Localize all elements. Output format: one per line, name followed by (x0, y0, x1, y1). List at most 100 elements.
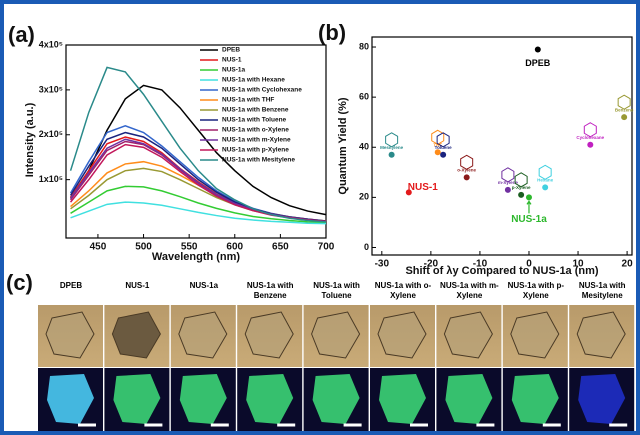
spectrum-line (70, 185, 327, 224)
legend-label: NUS-1a with Mesitylene (222, 157, 295, 164)
legend-label: NUS-1a with Benzene (222, 107, 289, 114)
point-label: Benzene (615, 107, 634, 112)
x-tick-label: 650 (272, 242, 289, 253)
arrow (526, 200, 532, 214)
y-tick-label: 80 (359, 41, 369, 51)
panel-label: (b) (318, 20, 346, 45)
photo-label: NUS-1a with o-Xylene (374, 281, 432, 300)
legend-label: DPEB (222, 47, 240, 54)
point-label: o-Xylene (457, 168, 476, 173)
point-label: p-Xylene (512, 185, 531, 190)
molecule-icon (436, 132, 450, 148)
molecule-icon (431, 129, 445, 145)
y-tick-label: 0 (364, 242, 369, 252)
x-tick-label: 0 (526, 259, 532, 270)
spectrum-line (69, 66, 327, 223)
y-tick-label: 3x10⁵ (39, 84, 63, 94)
x-axis-label: Wavelength (nm) (152, 251, 241, 263)
x-tick-label: 700 (318, 242, 335, 253)
x-tick-label: -30 (375, 259, 390, 270)
point-label: Mesitylene (380, 145, 404, 150)
molecule-icon (538, 164, 552, 180)
molecule-icon (617, 94, 631, 110)
y-axis-label: Quantum Yield (%) (337, 97, 349, 195)
point-label: NUS-1 (408, 182, 438, 193)
point-label: m-Xylene (498, 180, 519, 185)
crystal (111, 311, 161, 359)
spectrum-line (70, 167, 327, 223)
photo-label: NUS-1a with m-Xylene (440, 281, 499, 300)
x-tick-label: 550 (181, 242, 198, 253)
plot-frame (371, 36, 633, 256)
crystal-glow (246, 374, 294, 424)
panel-label: (a) (8, 22, 35, 47)
data-point (534, 46, 541, 53)
legend-label: NUS-1a with o-Xylene (222, 127, 289, 134)
crystal-glow (445, 374, 493, 424)
x-tick-label: -10 (473, 259, 488, 270)
crystal-glow (511, 374, 559, 424)
point-label: THF (433, 142, 442, 147)
data-point (405, 189, 412, 196)
molecule-icon (514, 172, 528, 188)
legend-label: NUS-1a with Cyclohexane (222, 87, 302, 94)
y-axis-label: Intensity (a.u.) (24, 102, 36, 177)
point-label: Toluene (435, 145, 452, 150)
y-tick-label: 20 (359, 192, 369, 202)
photo-label: NUS-1a with p-Xylene (507, 281, 565, 300)
crystal (576, 311, 626, 359)
legend-label: NUS-1a with THF (222, 97, 274, 104)
legend-label: NUS-1 (222, 57, 242, 64)
y-tick-label: 60 (359, 92, 369, 102)
x-tick-label: 600 (226, 242, 243, 253)
legend-label: NUS-1a with Hexane (222, 77, 285, 84)
x-tick-label: 450 (90, 242, 107, 253)
crystal-glow (578, 374, 626, 424)
legend-label: NUS-1a with Toluene (222, 117, 287, 124)
photo-label: NUS-1a (189, 281, 219, 290)
molecule-icon (460, 154, 474, 170)
legend-label: NUS-1a with m-Xylene (222, 137, 291, 144)
y-tick-label: 4x10⁵ (39, 39, 63, 49)
data-point (434, 149, 441, 156)
crystal-glow (312, 374, 360, 424)
legend-label: NUS-1a (222, 67, 246, 74)
x-tick-label: -20 (424, 259, 439, 270)
crystal-glow (379, 374, 426, 424)
crystal (510, 311, 560, 359)
crystal-glow (179, 374, 227, 424)
legend-label: NUS-1a with p-Xylene (222, 147, 289, 154)
plot-frame (65, 44, 327, 239)
photo-label: NUS-1 (125, 281, 150, 290)
y-tick-label: 40 (359, 142, 369, 152)
spectrum-line (70, 201, 327, 225)
x-tick-label: 20 (622, 259, 634, 270)
point-label: NUS-1a (511, 214, 547, 225)
point-label: Cyclohexane (576, 135, 604, 140)
photo-label: NUS-1a with Toluene (313, 281, 360, 300)
data-point (518, 191, 525, 198)
photo-label: DPEB (59, 281, 83, 290)
data-point (388, 151, 395, 158)
crystal (377, 311, 427, 359)
data-point (463, 174, 470, 181)
data-point (542, 184, 549, 191)
point-label: Hexane (537, 178, 554, 183)
spectrum-line (69, 84, 327, 216)
data-point (440, 151, 447, 158)
crystal (443, 311, 493, 359)
data-point (587, 141, 594, 148)
crystal (45, 311, 95, 359)
photo-label: NUS-1a with Mesitylene (578, 281, 626, 300)
photo-grid (38, 305, 635, 431)
molecule-icon (583, 122, 597, 138)
y-tick-label: 1x10⁵ (39, 174, 63, 184)
panel-label: (c) (6, 270, 33, 295)
crystal (178, 311, 228, 359)
photo-label: NUS-1a with Benzene (246, 281, 294, 300)
crystal-glow (47, 374, 94, 424)
x-tick-label: 10 (572, 259, 584, 270)
crystal (244, 311, 294, 359)
